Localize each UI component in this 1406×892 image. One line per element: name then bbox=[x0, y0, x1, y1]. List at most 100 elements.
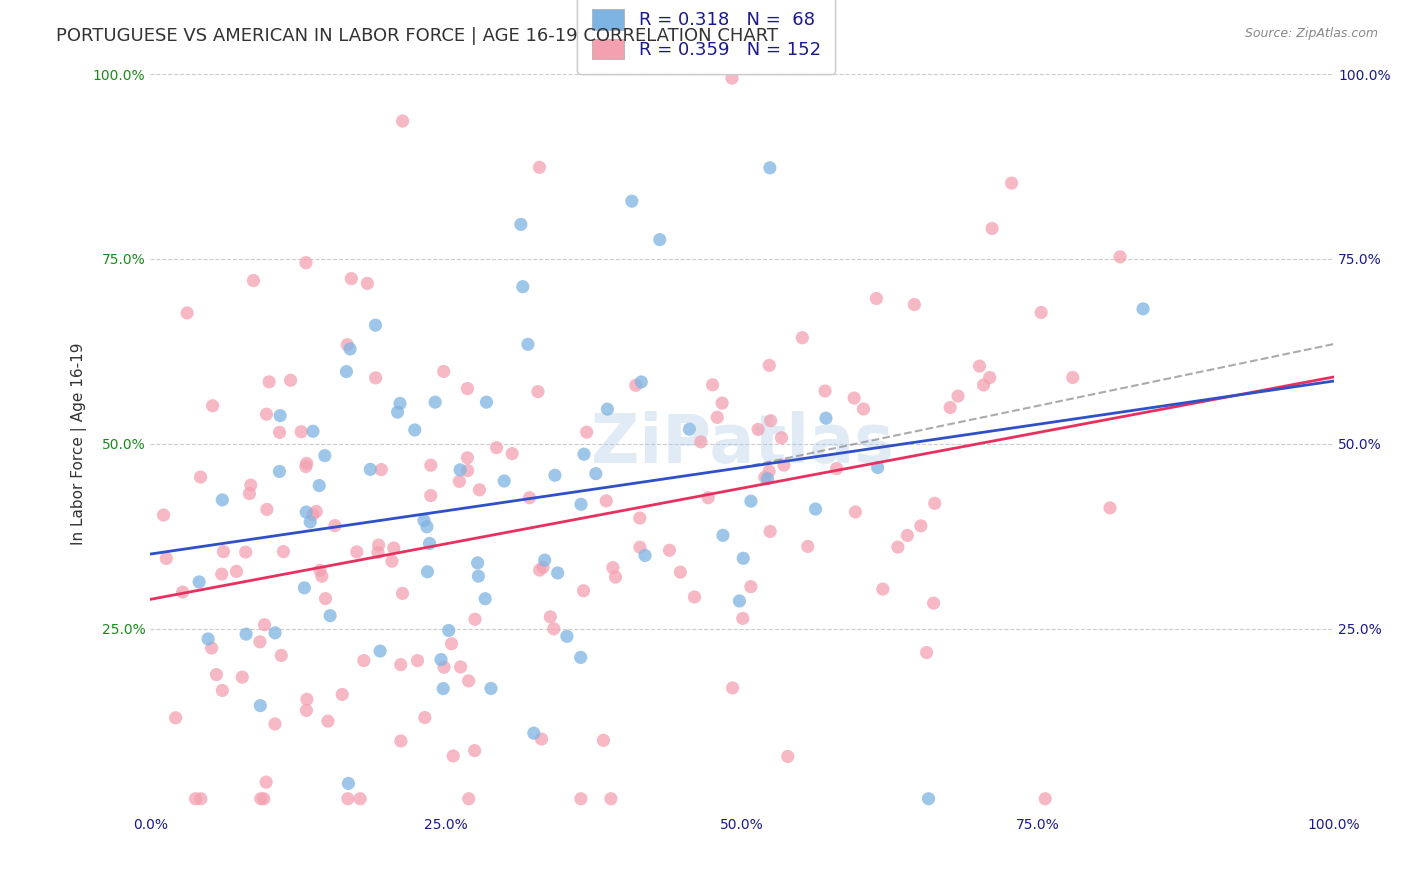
Americans bbox=[211, 683, 233, 698]
Americans bbox=[201, 399, 224, 413]
Americans bbox=[1000, 176, 1022, 190]
Americans bbox=[706, 410, 728, 425]
Americans bbox=[264, 717, 287, 731]
Americans bbox=[349, 791, 371, 805]
Portuguese bbox=[620, 194, 643, 209]
Portuguese bbox=[188, 574, 211, 589]
Americans bbox=[1062, 370, 1084, 384]
Americans bbox=[370, 462, 392, 476]
Americans bbox=[754, 470, 776, 484]
Americans bbox=[309, 563, 332, 577]
Americans bbox=[946, 389, 969, 403]
Americans bbox=[1109, 250, 1132, 264]
Americans bbox=[896, 528, 918, 542]
Portuguese bbox=[733, 551, 755, 566]
Americans bbox=[973, 378, 995, 392]
Americans bbox=[569, 791, 592, 805]
Americans bbox=[922, 596, 945, 610]
Americans bbox=[346, 545, 368, 559]
Americans bbox=[758, 359, 780, 373]
Portuguese bbox=[678, 422, 700, 436]
Americans bbox=[336, 791, 359, 805]
Americans bbox=[315, 591, 337, 606]
Portuguese bbox=[509, 218, 531, 232]
Portuguese bbox=[572, 447, 595, 461]
Americans bbox=[419, 458, 441, 473]
Americans bbox=[915, 646, 938, 660]
Portuguese bbox=[249, 698, 271, 713]
Portuguese bbox=[648, 233, 671, 247]
Americans bbox=[336, 337, 359, 351]
Americans bbox=[697, 491, 720, 505]
Americans bbox=[441, 748, 464, 763]
Americans bbox=[254, 775, 277, 789]
Americans bbox=[190, 470, 212, 484]
Americans bbox=[628, 540, 651, 554]
Portuguese bbox=[804, 502, 827, 516]
Americans bbox=[253, 617, 276, 632]
Americans bbox=[257, 375, 280, 389]
Portuguese bbox=[569, 497, 592, 511]
Portuguese bbox=[630, 375, 652, 389]
Portuguese bbox=[404, 423, 426, 437]
Americans bbox=[302, 508, 325, 522]
Americans bbox=[249, 635, 271, 649]
Americans bbox=[201, 640, 224, 655]
Portuguese bbox=[387, 405, 409, 419]
Americans bbox=[155, 551, 177, 566]
Portuguese bbox=[494, 474, 516, 488]
Americans bbox=[211, 567, 233, 582]
Americans bbox=[531, 560, 554, 574]
Portuguese bbox=[269, 465, 291, 479]
Portuguese bbox=[759, 161, 782, 175]
Portuguese bbox=[314, 449, 336, 463]
Americans bbox=[172, 585, 194, 599]
Portuguese bbox=[585, 467, 607, 481]
Americans bbox=[759, 524, 782, 539]
Portuguese bbox=[335, 365, 357, 379]
Portuguese bbox=[269, 409, 291, 423]
Portuguese bbox=[364, 318, 387, 333]
Americans bbox=[457, 464, 479, 478]
Portuguese bbox=[388, 396, 411, 410]
Portuguese bbox=[512, 279, 534, 293]
Americans bbox=[770, 431, 793, 445]
Portuguese bbox=[555, 629, 578, 643]
Portuguese bbox=[308, 478, 330, 492]
Portuguese bbox=[197, 632, 219, 646]
Americans bbox=[391, 586, 413, 600]
Americans bbox=[773, 458, 796, 472]
Y-axis label: In Labor Force | Age 16-19: In Labor Force | Age 16-19 bbox=[72, 343, 87, 545]
Americans bbox=[747, 422, 769, 436]
Portuguese bbox=[756, 472, 779, 486]
Americans bbox=[356, 277, 378, 291]
Portuguese bbox=[359, 462, 381, 476]
Americans bbox=[776, 749, 799, 764]
Portuguese bbox=[419, 536, 441, 550]
Portuguese bbox=[475, 395, 498, 409]
Americans bbox=[456, 382, 478, 396]
Americans bbox=[842, 391, 865, 405]
Americans bbox=[295, 255, 318, 269]
Americans bbox=[702, 377, 724, 392]
Americans bbox=[254, 407, 277, 421]
Portuguese bbox=[423, 395, 446, 409]
Portuguese bbox=[547, 566, 569, 580]
Text: PORTUGUESE VS AMERICAN IN LABOR FORCE | AGE 16-19 CORRELATION CHART: PORTUGUESE VS AMERICAN IN LABOR FORCE | … bbox=[56, 27, 779, 45]
Americans bbox=[519, 491, 541, 505]
Americans bbox=[457, 791, 479, 805]
Text: ZiPatlas: ZiPatlas bbox=[591, 411, 893, 477]
Americans bbox=[225, 565, 247, 579]
Portuguese bbox=[523, 726, 546, 740]
Americans bbox=[939, 401, 962, 415]
Portuguese bbox=[211, 492, 233, 507]
Americans bbox=[295, 457, 318, 471]
Americans bbox=[457, 673, 479, 688]
Americans bbox=[391, 114, 413, 128]
Portuguese bbox=[866, 460, 889, 475]
Americans bbox=[825, 461, 848, 475]
Portuguese bbox=[413, 514, 436, 528]
Portuguese bbox=[416, 520, 439, 534]
Americans bbox=[592, 733, 614, 747]
Americans bbox=[419, 489, 441, 503]
